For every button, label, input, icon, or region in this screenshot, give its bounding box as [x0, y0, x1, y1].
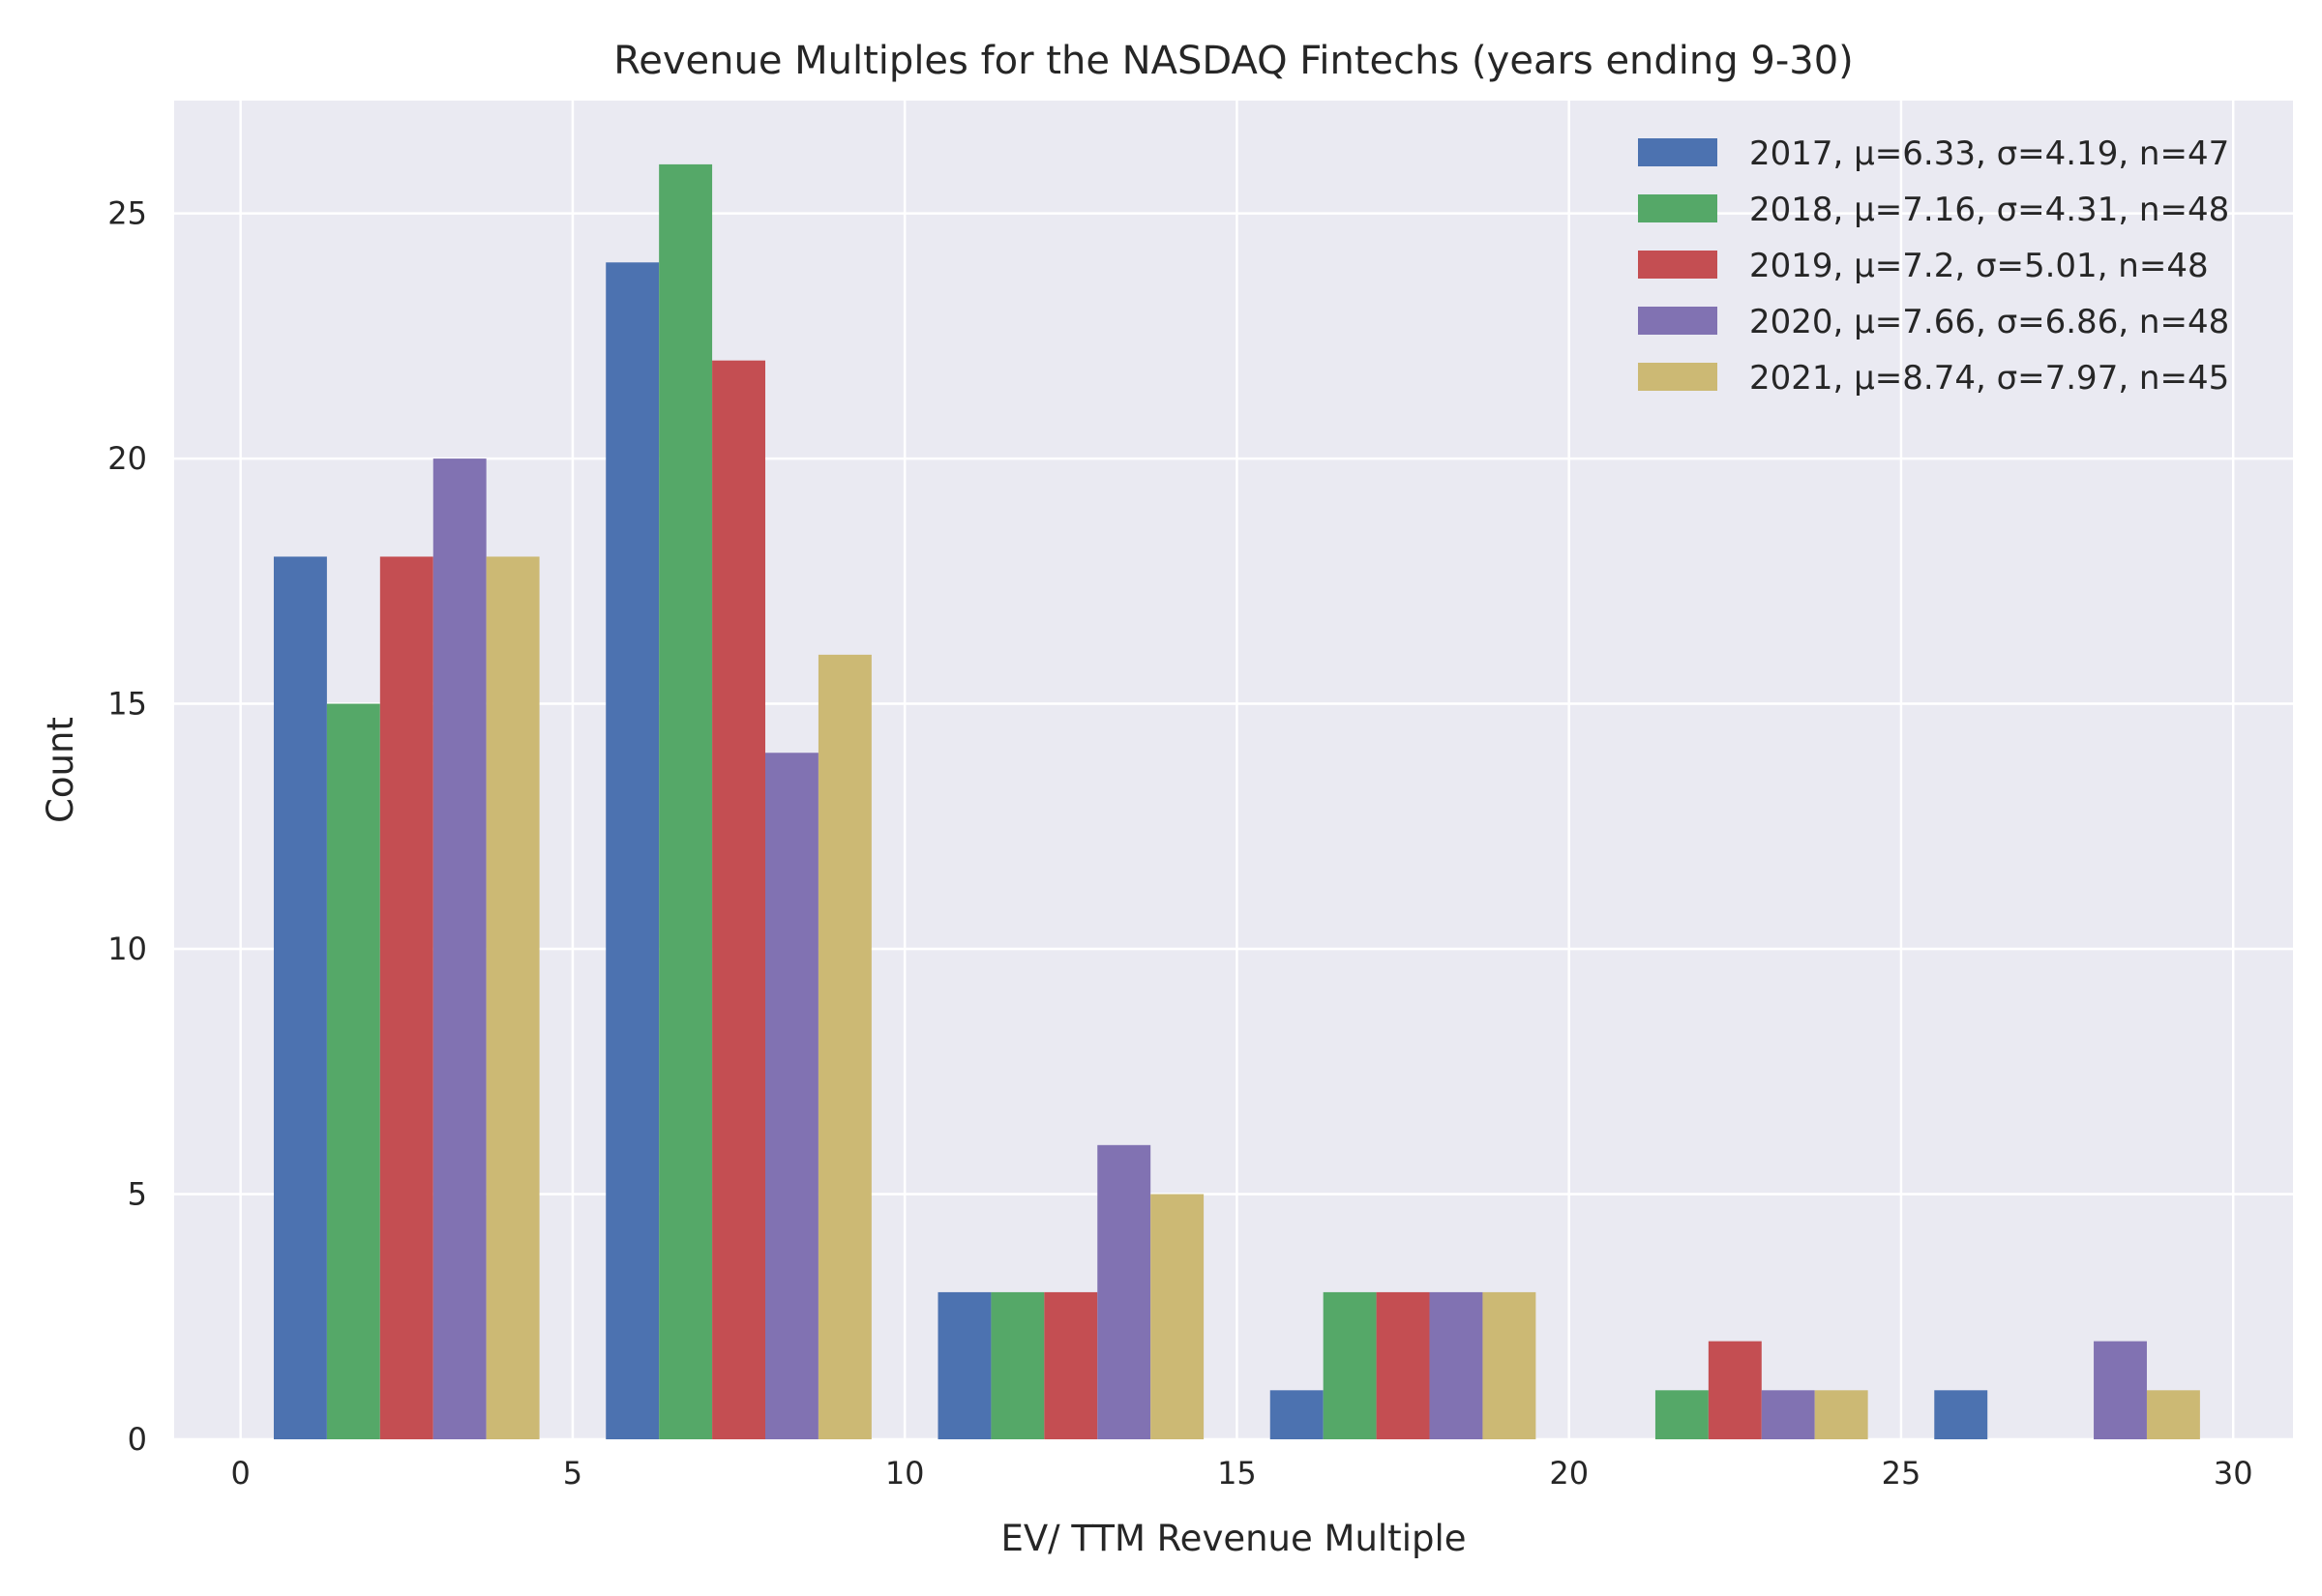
chart-title: Revenue Multiples for the NASDAQ Fintech…	[613, 39, 1854, 83]
bar-2020-bin-6	[2094, 1341, 2147, 1439]
y-tick-label: 15	[107, 686, 147, 723]
x-tick-label: 0	[230, 1455, 250, 1492]
legend-swatch	[1638, 307, 1717, 335]
legend-label: 2019, μ=7.2, σ=5.01, n=48	[1749, 247, 2209, 285]
bar-2017-bin-6	[1934, 1390, 1988, 1439]
x-tick-label: 30	[2214, 1455, 2253, 1492]
legend-label: 2020, μ=7.66, σ=6.86, n=48	[1749, 303, 2229, 341]
bar-2020-bin-4	[1429, 1291, 1483, 1439]
bar-2021-bin-6	[2146, 1390, 2200, 1439]
y-tick-label: 10	[107, 931, 147, 967]
bar-2019-bin-5	[1708, 1341, 1762, 1439]
bar-2018-bin-1	[326, 703, 380, 1439]
x-tick-label: 5	[563, 1455, 582, 1492]
bar-2018-bin-3	[991, 1291, 1045, 1439]
bar-2020-bin-5	[1761, 1390, 1815, 1439]
x-tick-label: 15	[1217, 1455, 1257, 1492]
bar-2017-bin-1	[273, 556, 327, 1439]
bar-2021-bin-2	[818, 654, 872, 1439]
legend-swatch	[1638, 363, 1717, 391]
legend-label: 2017, μ=6.33, σ=4.19, n=47	[1749, 134, 2229, 173]
x-tick-label: 10	[885, 1455, 925, 1492]
bar-2018-bin-5	[1654, 1390, 1709, 1439]
bars-group	[273, 163, 2200, 1440]
bar-2018-bin-2	[659, 163, 713, 1439]
bar-2017-bin-2	[606, 262, 660, 1440]
legend-swatch	[1638, 138, 1717, 166]
y-tick-label: 25	[107, 195, 147, 232]
bar-2020-bin-3	[1097, 1144, 1151, 1439]
y-tick-label: 0	[128, 1421, 147, 1458]
y-axis-label: Count	[40, 717, 81, 823]
bar-2019-bin-1	[379, 556, 433, 1439]
bar-2021-bin-5	[1814, 1390, 1868, 1439]
x-tick-labels: 0 5 10 15 20 25 30	[230, 1455, 2252, 1492]
y-tick-labels: 0 5 10 15 20 25	[107, 195, 147, 1458]
bar-2020-bin-1	[432, 458, 487, 1440]
bar-2020-bin-2	[765, 753, 819, 1439]
y-tick-label: 5	[128, 1176, 147, 1213]
x-tick-label: 25	[1882, 1455, 1921, 1492]
legend-label: 2021, μ=8.74, σ=7.97, n=45	[1749, 359, 2229, 398]
x-axis-label: EV/ TTM Revenue Multiple	[1000, 1518, 1466, 1559]
bar-2017-bin-4	[1269, 1390, 1324, 1439]
legend: 2017, μ=6.33, σ=4.19, n=47 2018, μ=7.16, …	[1638, 134, 2229, 398]
bar-2019-bin-2	[712, 360, 766, 1439]
bar-2021-bin-1	[486, 556, 540, 1439]
bar-2018-bin-4	[1323, 1291, 1377, 1439]
y-tick-label: 20	[107, 440, 147, 477]
x-tick-label: 20	[1549, 1455, 1589, 1492]
bar-2021-bin-4	[1482, 1291, 1536, 1439]
bar-2019-bin-4	[1376, 1291, 1430, 1439]
bar-2019-bin-3	[1044, 1291, 1098, 1439]
legend-swatch	[1638, 251, 1717, 279]
bar-2021-bin-3	[1150, 1194, 1205, 1439]
legend-swatch	[1638, 194, 1717, 222]
bar-2017-bin-3	[938, 1291, 992, 1439]
legend-label: 2018, μ=7.16, σ=4.31, n=48	[1749, 191, 2229, 229]
